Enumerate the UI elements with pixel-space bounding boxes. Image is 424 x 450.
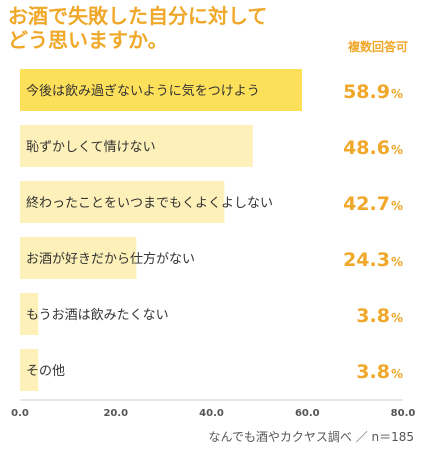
- category-label: お酒が好きだから仕方がない: [26, 251, 195, 267]
- x-tick-label: 60.0: [295, 408, 320, 419]
- x-tick-label: 20.0: [103, 408, 128, 419]
- bar: [20, 181, 225, 223]
- category-label: 恥ずかしくて情けない: [26, 140, 156, 155]
- bar: [20, 237, 137, 279]
- x-tick-label: 80.0: [391, 408, 416, 419]
- category-label: 今後は飲み過ぎないように気をつけよう: [26, 83, 260, 99]
- value-label: 48.6%: [343, 137, 403, 159]
- category-label: もうお酒は飲みたくない: [26, 307, 169, 323]
- bar: [20, 125, 253, 167]
- multiple-answer-note: 複数回答可: [347, 40, 408, 54]
- bar: [20, 293, 39, 335]
- value-label: 58.9%: [343, 81, 403, 103]
- category-label: その他: [26, 364, 65, 379]
- value-label: 3.8%: [356, 305, 403, 327]
- bar: [20, 349, 39, 391]
- x-tick-label: 0.0: [11, 408, 29, 419]
- bar: [20, 69, 302, 111]
- x-tick-label: 40.0: [199, 408, 224, 419]
- value-label: 42.7%: [343, 193, 403, 215]
- chart-title: お酒で失敗した自分に対して どう思いますか。: [8, 4, 268, 52]
- value-label: 3.8%: [356, 361, 403, 383]
- value-label: 24.3%: [343, 249, 403, 271]
- source-note: なんでも酒やカクヤス調べ ／ n＝185: [208, 430, 414, 444]
- category-label: 終わったことをいつまでもくよくよしない: [26, 195, 273, 211]
